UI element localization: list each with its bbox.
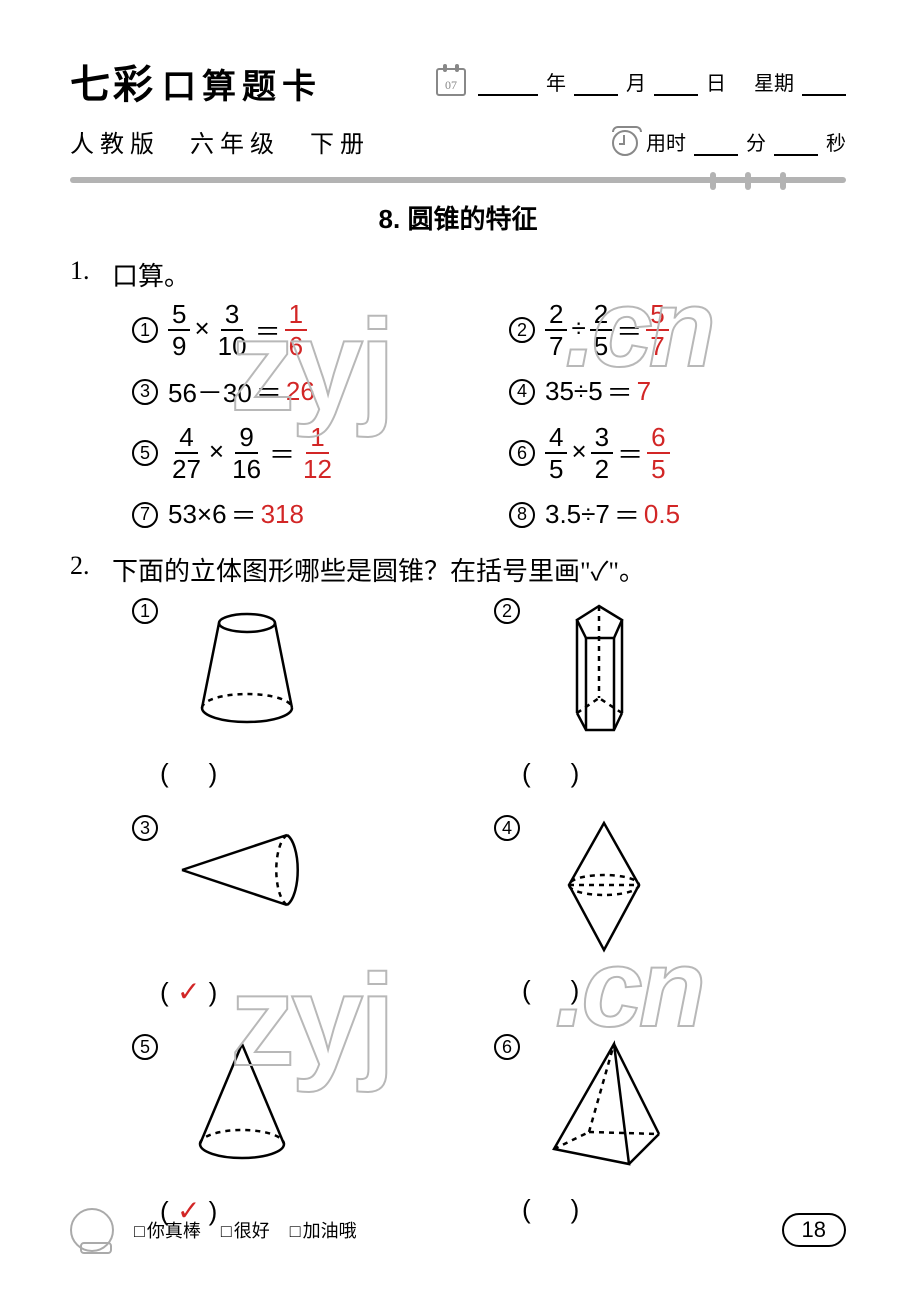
edition-label: 人教版 六年级 下册 [70,124,370,159]
rating-great[interactable]: 你真棒 [134,1217,201,1243]
q2-num: 2. [70,551,112,581]
shape-index-circle: 4 [494,815,520,841]
weekday-label: 星期 [754,67,794,96]
clock-icon [612,130,638,156]
shape-index-circle: 5 [132,1034,158,1060]
rating-options: 你真棒 很好 加油哦 [134,1217,357,1243]
header-divider [70,177,846,183]
cone-sideways-shape [172,815,322,965]
month-input[interactable] [574,74,618,96]
shape-index-circle: 2 [494,598,520,624]
q1-text: 口算。 [112,256,846,293]
pyramid-shape [534,1034,684,1184]
timer-label: 用时 [646,127,686,156]
calc-item: 5427×916＝112 [132,424,469,482]
question-1: 1. 口算。 [70,256,846,293]
content-area: 8. 圆锥的特征 1. 口算。 159×310＝16 227÷25＝57 356－3… [0,183,916,1227]
footer-left: 你真棒 很好 加油哦 [70,1208,357,1252]
second-input[interactable] [774,134,818,156]
double-cone-shape [534,815,684,965]
day-label: 日 [706,67,726,96]
mascot-icon [70,1208,114,1252]
calc-item: 83.5÷7＝0.5 [509,496,846,533]
brand: 七彩 口算题卡 [70,52,322,110]
frustum-shape [172,598,322,748]
cone-upright-shape [172,1034,322,1184]
brand-text: 口算题卡 [162,59,322,108]
brand-prefix: 七彩 [70,52,156,110]
item-index-circle: 3 [132,379,158,405]
shape-index-circle: 6 [494,1034,520,1060]
shape-cell: 5(✓) [132,1034,484,1227]
weekday-input[interactable] [802,74,846,96]
item-index-circle: 2 [509,317,535,343]
calc-item: 159×310＝16 [132,301,469,359]
answer-bracket[interactable]: () [522,975,846,1006]
calculation-grid: 159×310＝16 227÷25＝57 356－30＝26 435÷5＝7 5427×… [132,301,846,533]
month-label: 月 [626,67,646,96]
calc-item: 645×32＝65 [509,424,846,482]
page-header: 七彩 口算题卡 07 年 月 日 星期 人教版 六年级 下册 用时 分 秒 [0,0,916,159]
title-row: 七彩 口算题卡 07 年 月 日 星期 [70,52,846,110]
item-index-circle: 8 [509,502,535,528]
q2-text: 下面的立体图形哪些是圆锥？在括号里画"✓"。 [112,551,846,588]
answer-bracket[interactable]: (✓) [160,975,484,1008]
section-title: 8. 圆锥的特征 [70,199,846,236]
item-index-circle: 7 [132,502,158,528]
page-footer: 你真棒 很好 加油哦 18 [70,1208,846,1252]
minute-input[interactable] [694,134,738,156]
year-input[interactable] [478,74,538,96]
year-label: 年 [546,67,566,96]
shape-cell: 3 (✓) [132,815,484,1008]
item-index-circle: 4 [509,379,535,405]
calc-item: 435÷5＝7 [509,373,846,410]
q1-num: 1. [70,256,112,286]
minute-label: 分 [746,127,766,156]
calc-item: 753×6＝318 [132,496,469,533]
second-label: 秒 [826,127,846,156]
shape-cell: 4 () [494,815,846,1008]
timer-fields: 用时 分 秒 [612,127,846,156]
date-fields: 07 年 月 日 星期 [436,67,846,96]
calc-item: 227÷25＝57 [509,301,846,359]
page-number: 18 [782,1213,846,1247]
shape-cell: 2 () [494,598,846,789]
question-2: 2. 下面的立体图形哪些是圆锥？在括号里画"✓"。 [70,551,846,588]
rating-good[interactable]: 很好 [221,1217,270,1243]
shapes-grid: 1()2()3(✓)4()5(✓)6() [132,598,846,1227]
item-index-circle: 5 [132,440,158,466]
answer-bracket[interactable]: () [522,758,846,789]
answer-bracket[interactable]: () [160,758,484,789]
check-mark: ✓ [177,976,200,1007]
calc-item: 356－30＝26 [132,373,469,410]
calendar-number: 07 [438,78,464,93]
rating-tryharder[interactable]: 加油哦 [290,1217,357,1243]
sub-row: 人教版 六年级 下册 用时 分 秒 [70,124,846,159]
shape-cell: 6() [494,1034,846,1227]
day-input[interactable] [654,74,698,96]
shape-index-circle: 1 [132,598,158,624]
shape-index-circle: 3 [132,815,158,841]
shape-cell: 1 () [132,598,484,789]
calendar-icon: 07 [436,68,466,96]
pentagonal-prism-shape [534,598,684,748]
item-index-circle: 6 [509,440,535,466]
item-index-circle: 1 [132,317,158,343]
